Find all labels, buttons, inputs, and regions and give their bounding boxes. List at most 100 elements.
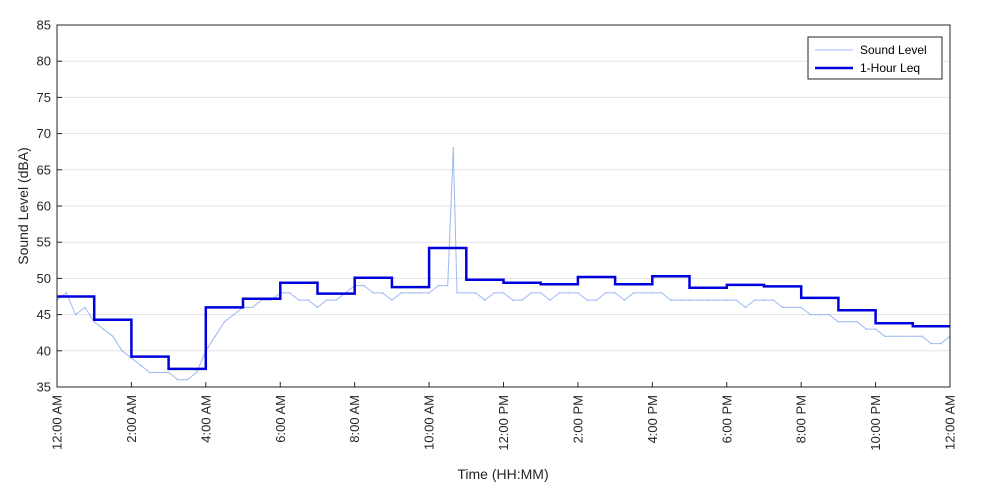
x-tick-label: 6:00 AM bbox=[273, 395, 288, 443]
sound-level-point bbox=[288, 292, 291, 294]
sound-level-point bbox=[102, 328, 105, 330]
sound-level-point bbox=[726, 299, 728, 301]
sound-level-point bbox=[846, 321, 849, 323]
y-tick-label: 70 bbox=[37, 126, 51, 141]
sound-level-point bbox=[791, 306, 793, 309]
sound-level-point bbox=[456, 292, 458, 294]
x-tick-label: 10:00 PM bbox=[868, 395, 883, 451]
sound-level-point bbox=[772, 299, 775, 301]
y-axis: 35 40 45 50 55 60 65 70 75 80 85 bbox=[37, 18, 62, 395]
sound-level-point bbox=[651, 292, 654, 294]
sound-level-point bbox=[549, 299, 551, 301]
sound-level-point bbox=[828, 313, 830, 316]
sound-level-point bbox=[567, 292, 570, 294]
sound-level-point bbox=[632, 292, 635, 294]
y-tick-label: 60 bbox=[37, 199, 51, 214]
x-axis: 12:00 AM 2:00 AM 4:00 AM 6:00 AM 8:00 AM 10:0… bbox=[50, 382, 958, 451]
sound-level-point bbox=[419, 292, 421, 294]
sound-level-point bbox=[167, 371, 170, 374]
sound-level-point bbox=[512, 299, 514, 301]
sound-level-point bbox=[539, 292, 542, 294]
sound-level-point bbox=[484, 299, 486, 301]
sound-level-point bbox=[781, 306, 784, 309]
sound-level-point bbox=[912, 335, 914, 338]
sound-level-point bbox=[502, 292, 505, 294]
sound-level-point bbox=[446, 284, 449, 287]
sound-level-point bbox=[307, 299, 310, 301]
sound-level-point bbox=[214, 335, 216, 338]
sound-level-point bbox=[326, 299, 328, 301]
sound-level-point bbox=[893, 335, 895, 338]
sound-level-point bbox=[223, 321, 226, 323]
sound-level-point bbox=[819, 313, 821, 316]
x-axis-label: Time (HH:MM) bbox=[457, 466, 548, 482]
sound-level-point bbox=[363, 284, 365, 287]
x-tick-label: 10:00 AM bbox=[422, 395, 437, 450]
x-tick-label: 8:00 PM bbox=[794, 395, 809, 443]
x-tick-label: 4:00 PM bbox=[645, 395, 660, 443]
y-tick-label: 65 bbox=[37, 162, 51, 177]
sound-level-point bbox=[698, 299, 700, 301]
series-sound-level-line bbox=[56, 147, 951, 381]
sound-level-point bbox=[558, 292, 561, 294]
sound-level-point bbox=[744, 306, 747, 309]
x-tick-label: 4:00 AM bbox=[198, 395, 213, 443]
sound-level-point bbox=[605, 292, 607, 294]
legend-label-leq: 1-Hour Leq bbox=[860, 61, 920, 75]
sound-level-point bbox=[149, 371, 151, 374]
y-tick-label: 35 bbox=[37, 380, 51, 395]
sound-level-point bbox=[195, 371, 198, 374]
sound-level-point bbox=[642, 292, 644, 294]
sound-level-point bbox=[856, 321, 858, 323]
sound-level-point bbox=[391, 299, 393, 301]
sound-level-point bbox=[93, 321, 95, 323]
sound-level-point bbox=[586, 299, 588, 301]
sound-level-point bbox=[474, 292, 477, 294]
sound-level-point bbox=[177, 379, 179, 381]
sound-level-point bbox=[84, 306, 86, 309]
y-tick-label: 50 bbox=[37, 271, 51, 286]
sound-level-point bbox=[660, 292, 663, 294]
y-tick-label: 85 bbox=[37, 18, 51, 33]
sound-level-point bbox=[884, 335, 886, 338]
sound-level-point bbox=[716, 299, 719, 301]
x-tick-label: 8:00 AM bbox=[347, 395, 362, 443]
sound-level-point bbox=[298, 299, 300, 301]
sound-level-point bbox=[232, 313, 235, 316]
sound-level-point bbox=[930, 342, 933, 345]
y-tick-label: 55 bbox=[37, 235, 51, 250]
plot-area bbox=[56, 147, 951, 381]
sound-level-point bbox=[121, 350, 123, 352]
x-tick-label: 12:00 AM bbox=[50, 395, 65, 450]
sound-level-point bbox=[707, 299, 709, 301]
sound-level-point bbox=[688, 299, 691, 301]
sound-level-point bbox=[400, 292, 403, 294]
sound-level-point bbox=[679, 299, 681, 301]
sound-level-point bbox=[139, 364, 142, 367]
sound-level-point bbox=[493, 292, 496, 294]
y-tick-label: 40 bbox=[37, 343, 51, 358]
sound-level-point bbox=[465, 292, 468, 294]
y-axis-label: Sound Level (dBA) bbox=[15, 147, 31, 265]
x-tick-label: 2:00 PM bbox=[570, 395, 585, 443]
sound-level-point bbox=[921, 335, 923, 338]
legend-label-sound-level: Sound Level bbox=[860, 43, 927, 57]
x-tick-label: 2:00 AM bbox=[124, 395, 139, 443]
sound-level-point bbox=[763, 299, 765, 301]
sound-level-point bbox=[372, 292, 375, 294]
sound-level-point bbox=[158, 371, 161, 374]
y-tick-label: 80 bbox=[37, 54, 51, 69]
sound-level-point bbox=[316, 306, 319, 309]
sound-level-point bbox=[670, 299, 672, 301]
sound-level-point bbox=[800, 306, 802, 309]
sound-level-point bbox=[837, 321, 840, 323]
x-tick-label: 6:00 PM bbox=[719, 395, 734, 443]
x-tick-label: 12:00 PM bbox=[496, 395, 511, 451]
legend: Sound Level 1-Hour Leq bbox=[807, 36, 943, 80]
sound-level-point bbox=[939, 342, 942, 345]
legend-box bbox=[807, 36, 943, 80]
sound-level-point bbox=[186, 379, 188, 381]
sound-level-point bbox=[452, 147, 455, 149]
